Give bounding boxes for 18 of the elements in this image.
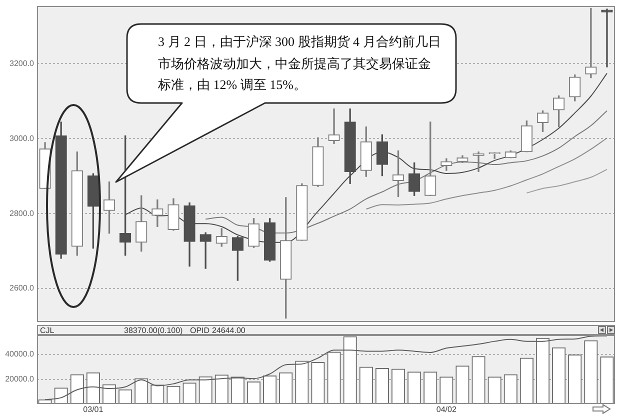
annotation: 24644.00 — [212, 326, 246, 335]
y-tick-label: 3000.0 — [10, 134, 35, 143]
y-tick-label: 2800.0 — [10, 208, 35, 218]
y-tick-label: 3200.0 — [10, 59, 35, 68]
candlestick — [601, 8, 613, 68]
y-tick-label: 20000.0 — [5, 374, 35, 384]
y-tick-label: 2600.0 — [10, 284, 35, 293]
candlestick — [328, 108, 340, 144]
annotation: 3 月 2 日，由于沪深 300 股指期货 4 月合约前几日市场价格波动加大，中金所提高了其交易保证金标准，由 12% 调至 15%。 — [158, 33, 442, 94]
x-tick-label: 03/01 — [83, 405, 104, 414]
y-tick-label: 40000.0 — [5, 350, 35, 359]
x-tick-label: 04/02 — [436, 405, 457, 414]
line-series — [44, 335, 608, 400]
line-series — [366, 138, 608, 210]
annotation: CJL — [40, 326, 54, 335]
annotation: 38370.00(0.100) — [124, 326, 183, 335]
line-series — [526, 168, 608, 194]
annotation: OPID — [190, 326, 210, 335]
